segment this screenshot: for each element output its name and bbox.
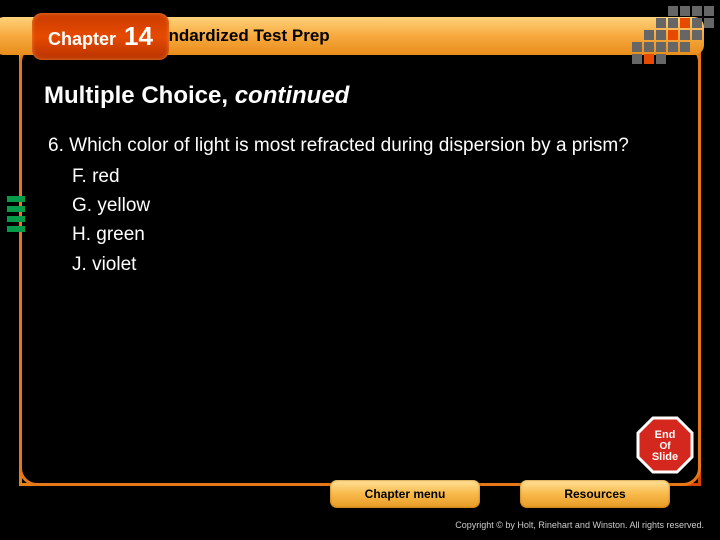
bottom-nav: Chapter menu Resources [4,480,716,508]
chapter-menu-button[interactable]: Chapter menu [330,480,480,508]
options-list: F. red G. yellow H. green J. violet [72,162,676,280]
chapter-label: Chapter [48,29,116,50]
option-row: H. green [72,220,676,249]
chapter-badge: Chapter 14 [32,13,169,60]
option-text: violet [92,254,136,275]
slide: Standardized Test Prep Chapter 14 Multip… [4,4,716,536]
option-letter: H. [72,224,91,245]
copyright-text: Copyright © by Holt, Rinehart and Winsto… [455,520,704,530]
option-text: yellow [97,195,150,216]
option-letter: G. [72,195,92,216]
end-of-slide-icon: End Of Slide [636,416,694,474]
question-block: 6. Which color of light is most refracte… [48,132,676,160]
option-letter: J. [72,254,87,275]
heading-continued: continued [235,82,350,109]
resources-label: Resources [564,487,625,501]
stopsign-line3: Slide [652,451,678,463]
chapter-menu-label: Chapter menu [365,487,446,501]
heading-main: Multiple Choice, [44,82,228,109]
option-row: F. red [72,162,676,191]
question-text: Which color of light is most refracted d… [69,135,629,156]
section-heading: Multiple Choice, continued [44,82,676,110]
content-area: Multiple Choice, continued 6. Which colo… [44,82,676,279]
slide-title: Standardized Test Prep [142,26,330,46]
option-text: red [92,166,119,187]
resources-button[interactable]: Resources [520,480,670,508]
option-row: G. yellow [72,191,676,220]
left-decoration [7,196,25,236]
corner-decoration [630,4,716,66]
option-row: J. violet [72,250,676,279]
stopsign-line1: End [655,429,676,441]
option-letter: F. [72,166,87,187]
chapter-number: 14 [124,21,153,52]
question-number: 6. [48,135,64,156]
top-bar: Standardized Test Prep Chapter 14 [4,16,716,56]
option-text: green [96,224,145,245]
